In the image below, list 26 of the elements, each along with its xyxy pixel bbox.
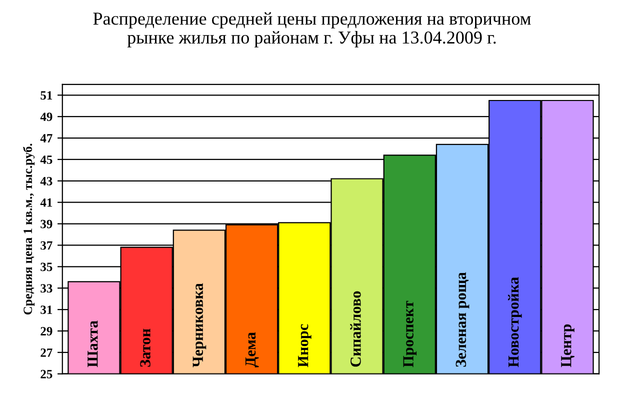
x-tick-label: Зеленая роща <box>456 272 470 367</box>
y-tick-label: 37 <box>40 241 52 250</box>
y-tick-label: 41 <box>40 198 52 207</box>
x-tick-label: Инорс <box>298 324 312 368</box>
y-tick-label: 35 <box>40 262 52 272</box>
y-tick-label: 39 <box>40 220 52 228</box>
y-tick-label: 45 <box>40 156 52 164</box>
x-tick-label: Центр <box>561 324 574 368</box>
y-tick-label: 47 <box>40 134 52 142</box>
x-tick-label: Затон <box>140 328 150 367</box>
y-tick-label: 25 <box>40 370 52 378</box>
x-tick-label: Дема <box>245 332 259 368</box>
x-tick-label: Сипайлово <box>350 291 361 367</box>
x-tick-label: Новостройка <box>508 277 522 368</box>
x-tick-label: Проспект <box>403 300 417 368</box>
y-tick-label: 33 <box>40 284 52 293</box>
y-axis-title: Средняя цена 1 кв.м., тыс.руб. <box>22 144 35 315</box>
x-tick-label: Шахта <box>88 320 98 368</box>
y-tick-label: 29 <box>40 327 52 336</box>
y-tick-label: 43 <box>40 176 52 186</box>
chart-title: Распределение средней цены предложения на вторичном рынке жилья по районам г. Уфы на 13.04.2009 г. <box>93 12 531 48</box>
y-tick-label: 27 <box>40 348 52 357</box>
x-tick-label: Черниковка <box>192 283 206 368</box>
y-tick-label: 31 <box>40 306 52 314</box>
y-tick-label: 51 <box>40 91 52 100</box>
y-tick-label: 49 <box>40 112 52 122</box>
